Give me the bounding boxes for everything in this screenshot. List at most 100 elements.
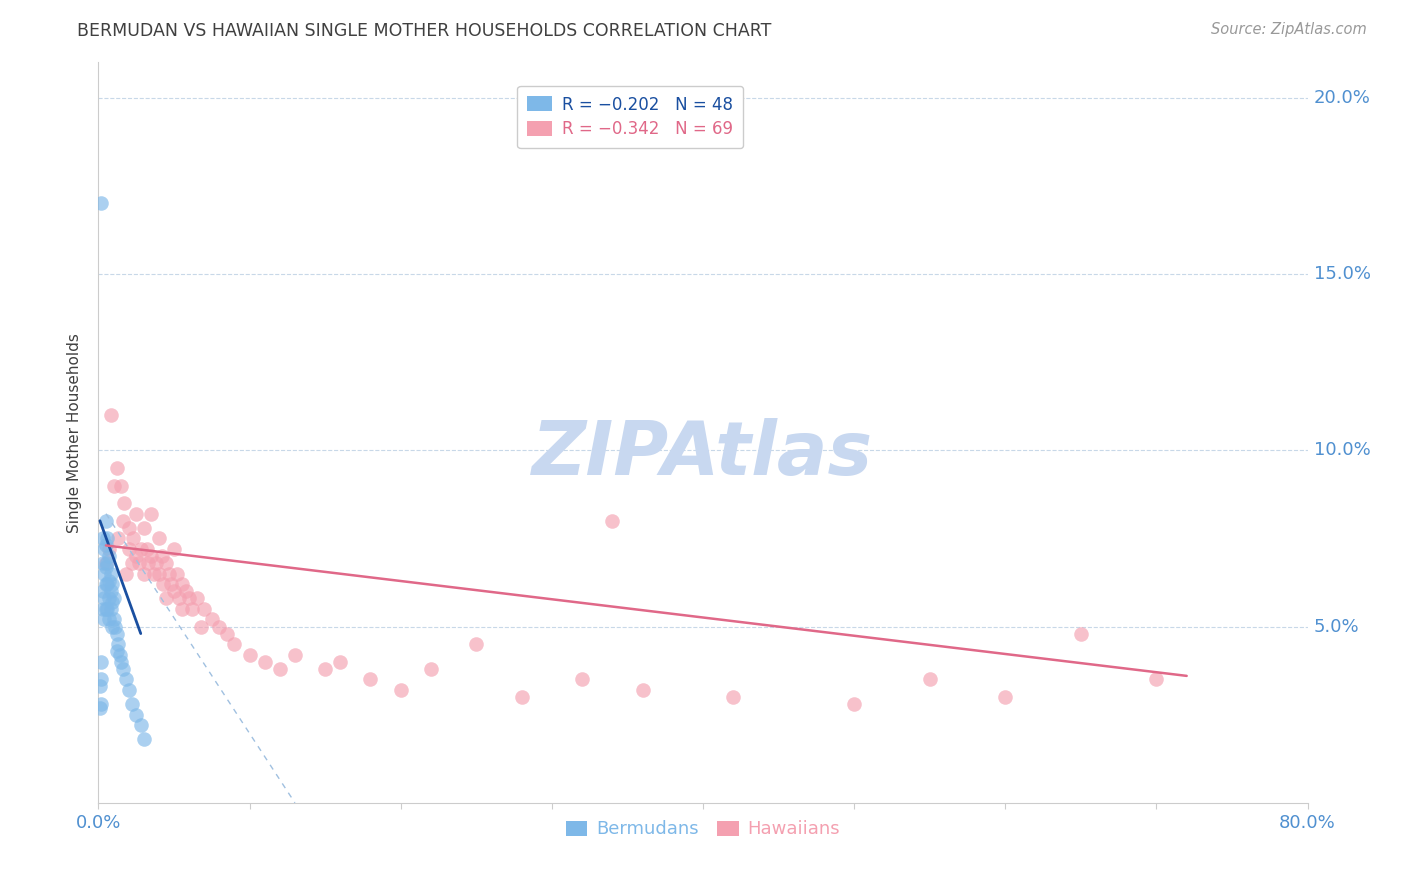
Point — [128, 556, 150, 570]
Point — [91, 532, 114, 546]
Point — [90, 196, 112, 211]
Point — [155, 556, 177, 570]
Text: 10.0%: 10.0% — [1313, 442, 1371, 459]
Point — [105, 644, 128, 658]
Point — [105, 626, 128, 640]
Point — [108, 648, 131, 662]
Point — [994, 690, 1017, 704]
Point — [103, 591, 125, 606]
Point — [132, 566, 155, 581]
Text: 5.0%: 5.0% — [1313, 617, 1360, 635]
Point — [94, 514, 117, 528]
Point — [181, 602, 204, 616]
Point — [465, 637, 488, 651]
Point — [96, 532, 118, 546]
Point — [129, 541, 152, 556]
Point — [118, 683, 141, 698]
Point — [98, 574, 121, 588]
Point — [91, 602, 114, 616]
Point — [90, 655, 112, 669]
Point — [94, 538, 117, 552]
Point — [631, 683, 654, 698]
Legend: Bermudans, Hawaiians: Bermudans, Hawaiians — [558, 814, 848, 846]
Text: ZIPAtlas: ZIPAtlas — [533, 418, 873, 491]
Point — [166, 566, 188, 581]
Point — [101, 619, 124, 633]
Point — [100, 602, 122, 616]
Point — [208, 619, 231, 633]
Point — [136, 556, 159, 570]
Point — [174, 584, 197, 599]
Point — [253, 655, 276, 669]
Point — [94, 556, 117, 570]
Point — [314, 662, 336, 676]
Point — [104, 619, 127, 633]
Point — [163, 584, 186, 599]
Point — [160, 577, 183, 591]
Point — [111, 514, 134, 528]
Point — [100, 408, 122, 422]
Point — [94, 602, 117, 616]
Point — [141, 507, 163, 521]
Point — [269, 662, 291, 676]
Point — [122, 532, 145, 546]
Point — [118, 541, 141, 556]
Point — [111, 662, 134, 676]
Point — [186, 591, 208, 606]
Point — [1144, 673, 1167, 687]
Point — [96, 577, 118, 591]
Point — [159, 566, 181, 581]
Point — [89, 680, 111, 694]
Point — [107, 637, 129, 651]
Point — [90, 697, 112, 711]
Text: Source: ZipAtlas.com: Source: ZipAtlas.com — [1211, 22, 1367, 37]
Point — [170, 577, 193, 591]
Text: BERMUDAN VS HAWAIIAN SINGLE MOTHER HOUSEHOLDS CORRELATION CHART: BERMUDAN VS HAWAIIAN SINGLE MOTHER HOUSE… — [77, 22, 772, 40]
Point — [90, 673, 112, 687]
Point — [510, 690, 533, 704]
Point — [129, 718, 152, 732]
Point — [101, 577, 124, 591]
Point — [193, 602, 215, 616]
Text: 15.0%: 15.0% — [1313, 265, 1371, 283]
Point — [420, 662, 443, 676]
Y-axis label: Single Mother Households: Single Mother Households — [67, 333, 83, 533]
Point — [121, 556, 143, 570]
Point — [107, 532, 129, 546]
Point — [125, 549, 148, 563]
Point — [93, 566, 115, 581]
Point — [152, 577, 174, 591]
Point — [167, 591, 190, 606]
Point — [602, 514, 624, 528]
Point — [98, 541, 121, 556]
Point — [98, 549, 121, 563]
Point — [125, 507, 148, 521]
Point — [94, 559, 117, 574]
Point — [150, 549, 173, 563]
Point — [114, 566, 136, 581]
Point — [215, 626, 238, 640]
Point — [148, 566, 170, 581]
Point — [918, 673, 941, 687]
Point — [201, 612, 224, 626]
Point — [100, 566, 122, 581]
Point — [190, 619, 212, 633]
Point — [224, 637, 246, 651]
Point — [1070, 626, 1092, 640]
Point — [155, 591, 177, 606]
Point — [110, 655, 132, 669]
Point — [844, 697, 866, 711]
Point — [96, 556, 118, 570]
Point — [93, 612, 115, 626]
Point — [132, 732, 155, 747]
Text: 80.0%: 80.0% — [1279, 814, 1336, 832]
Point — [143, 566, 166, 581]
Point — [135, 541, 157, 556]
Point — [132, 521, 155, 535]
Point — [103, 612, 125, 626]
Point — [101, 595, 124, 609]
Point — [141, 549, 163, 563]
Point — [105, 461, 128, 475]
Point — [239, 648, 262, 662]
Point — [100, 584, 122, 599]
